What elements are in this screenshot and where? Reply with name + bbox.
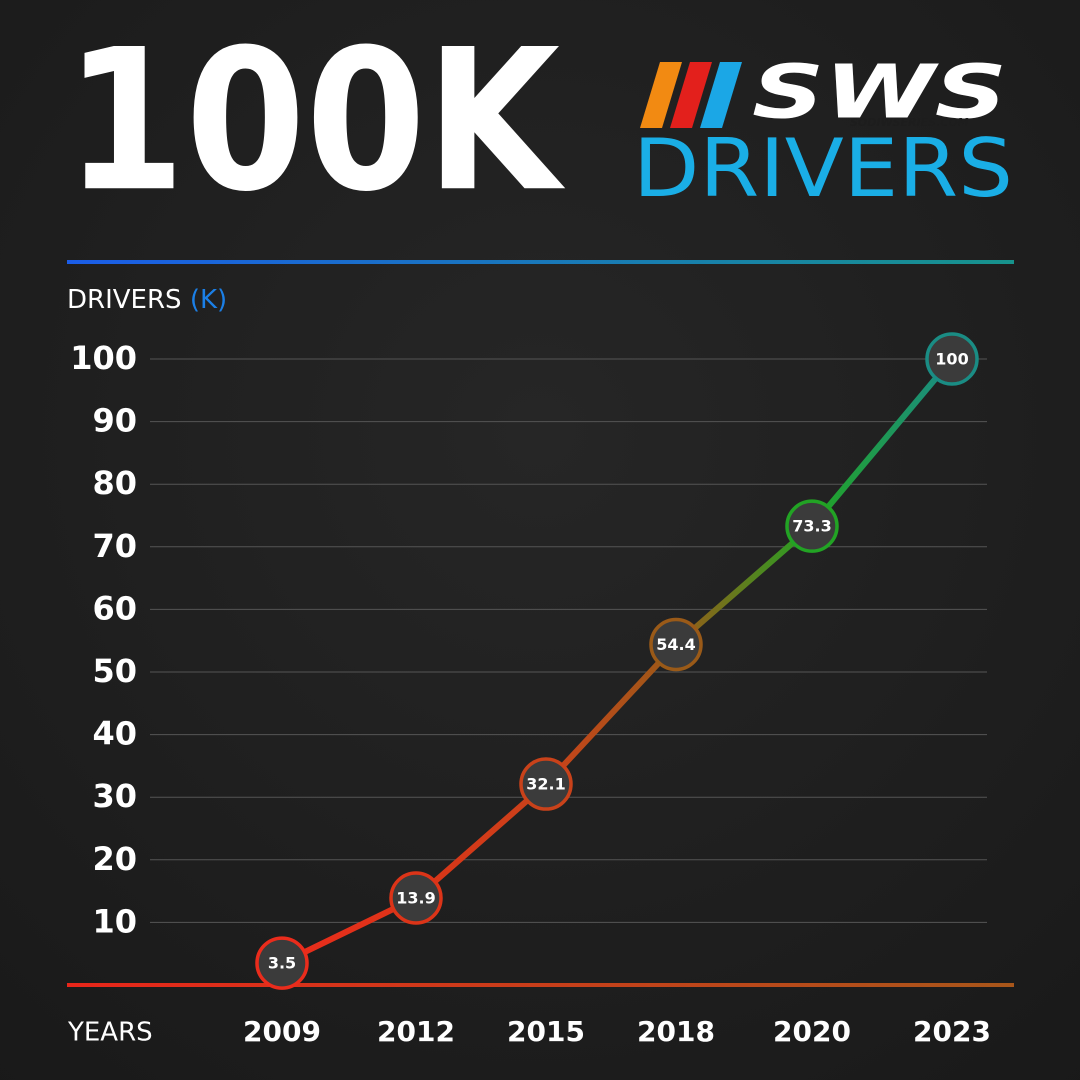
x-axis-label: YEARS (67, 1018, 153, 1048)
data-label: 32.1 (526, 775, 565, 794)
data-label: 73.3 (792, 517, 831, 536)
data-label: 100 (935, 350, 968, 369)
stripe (670, 62, 712, 128)
x-tick-label: 2012 (377, 1015, 455, 1048)
subheadline: DRIVERS (633, 122, 1013, 215)
x-tick-label: 2018 (637, 1015, 715, 1048)
y-tick-label: 10 (92, 902, 137, 940)
x-tick-label: 2015 (507, 1015, 585, 1048)
y-tick-label: 70 (92, 527, 137, 565)
grid: 10 20 30 40 50 60 70 80 90 100 (70, 339, 987, 940)
divider (67, 260, 1014, 264)
y-tick-label: 90 (92, 402, 137, 440)
data-label: 3.5 (268, 954, 296, 973)
point (519, 757, 573, 811)
data-label: 13.9 (396, 888, 435, 907)
logo: SWS SODIWSERIES.COM (640, 50, 1007, 136)
headline: 100K (65, 7, 566, 234)
y-axis-label: DRIVERS (K) (67, 285, 227, 315)
point (255, 936, 309, 990)
y-tick-label: 50 (92, 652, 137, 690)
y-axis-unit: (K) (190, 285, 227, 315)
y-axis-title: DRIVERS (67, 285, 182, 315)
point (785, 499, 839, 553)
y-tick-label: 40 (92, 715, 137, 753)
point (389, 871, 443, 925)
stripe (640, 62, 682, 128)
point (649, 617, 703, 672)
logo-url: SODIWSERIES.COM (850, 116, 969, 129)
logo-name: SWS (752, 50, 1007, 136)
plot: 2009 2012 2015 2018 2020 2023 3.5 13.9 32.1 54.4 7… (243, 332, 991, 1048)
baseline (67, 983, 1014, 987)
y-tick-label: 60 (92, 589, 137, 627)
x-tick-label: 2020 (773, 1015, 851, 1048)
x-tick-label: 2023 (913, 1015, 991, 1048)
stripe (700, 62, 742, 128)
y-tick-label: 80 (92, 464, 137, 502)
point (925, 332, 979, 386)
y-tick-label: 20 (92, 840, 137, 878)
y-tick-label: 100 (70, 339, 137, 377)
y-tick-label: 30 (92, 777, 137, 815)
data-label: 54.4 (656, 635, 695, 654)
x-tick-label: 2009 (243, 1015, 321, 1048)
